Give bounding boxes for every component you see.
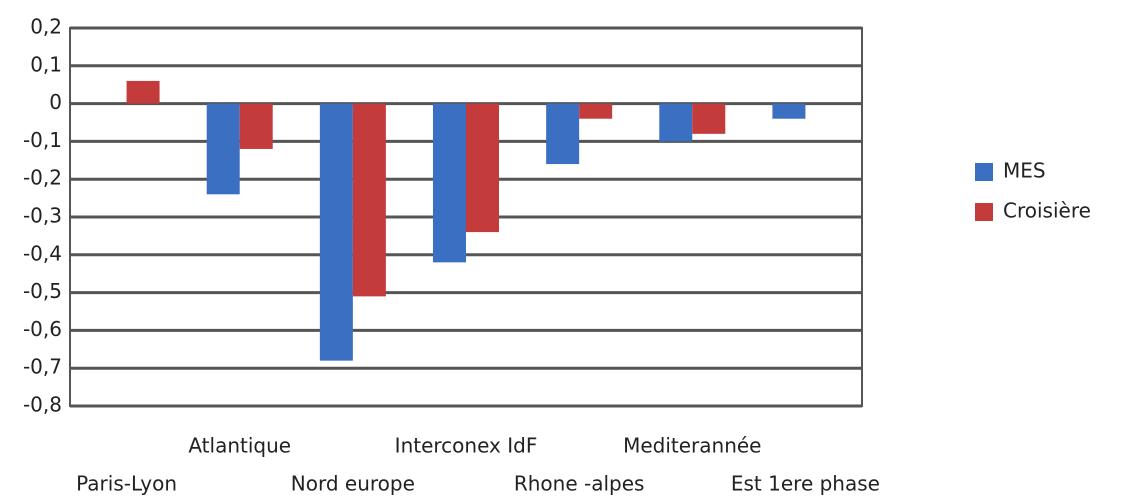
y-tick-label: -0,3 (23, 204, 62, 228)
bar (692, 103, 726, 134)
x-tick-label: Interconex IdF (395, 434, 538, 458)
y-tick-label: 0,2 (30, 15, 62, 39)
y-tick-label: -0,5 (23, 279, 62, 303)
y-tick-label: -0,6 (23, 317, 62, 341)
legend-swatch (975, 163, 993, 181)
bar (239, 103, 273, 149)
bar (579, 103, 613, 119)
y-tick-label: -0,4 (23, 241, 62, 265)
bar (319, 103, 353, 361)
x-tick-label: Paris-Lyon (76, 472, 177, 496)
bar (772, 103, 806, 119)
y-tick-label: 0 (49, 90, 62, 114)
y-tick-label: -0,8 (23, 393, 62, 417)
x-tick-label: Atlantique (188, 434, 291, 458)
y-tick-label: -0,1 (23, 128, 62, 152)
legend-label: Croisière (1003, 199, 1091, 223)
x-tick-label: Mediterannée (623, 434, 761, 458)
bar (546, 103, 580, 165)
bar (206, 103, 240, 195)
bar (659, 103, 693, 142)
bar (126, 80, 160, 104)
bar (352, 103, 386, 297)
bar (433, 103, 466, 263)
legend-label: MES (1003, 159, 1046, 183)
y-tick-label: 0,1 (30, 52, 62, 76)
x-tick-label: Est 1ere phase (731, 472, 880, 496)
x-tick-label: Rhone -alpes (514, 472, 645, 496)
y-tick-label: -0,2 (23, 166, 62, 190)
x-tick-label: Nord europe (291, 472, 415, 496)
bar (466, 103, 499, 233)
y-tick-label: -0,7 (23, 355, 62, 379)
legend-swatch (975, 203, 993, 221)
